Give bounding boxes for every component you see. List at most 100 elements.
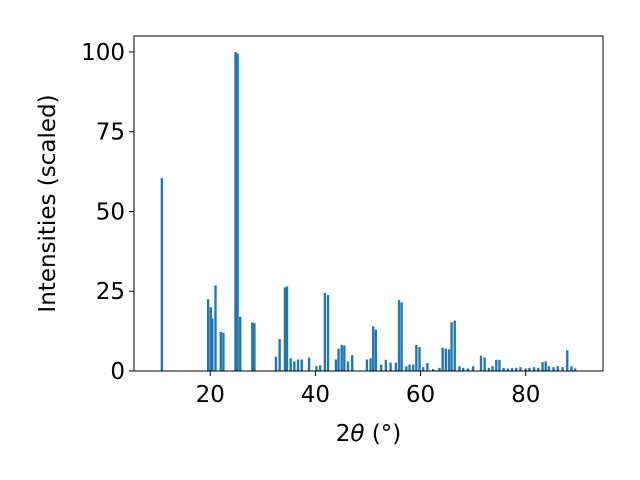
bar-48 — [431, 369, 435, 371]
bar-57 — [466, 368, 470, 371]
bar-40 — [400, 302, 403, 371]
bar-38 — [394, 362, 398, 371]
y-tick-label-75: 75 — [96, 120, 125, 146]
bar-13 — [278, 339, 281, 371]
bar-77 — [552, 367, 555, 371]
bar-3 — [211, 318, 214, 371]
bar-54 — [453, 320, 456, 371]
y-tick-label-0: 0 — [110, 359, 125, 385]
bar-36 — [384, 359, 388, 371]
y-axis-label: Intensities (scaled) — [35, 94, 61, 312]
x-tick-label-80: 80 — [511, 382, 540, 408]
bar-31 — [365, 359, 369, 371]
bar-26 — [337, 348, 340, 371]
bar-61 — [487, 367, 491, 371]
bar-52 — [447, 349, 451, 371]
bar-60 — [483, 357, 486, 371]
bar-25 — [334, 359, 338, 371]
bar-75 — [544, 361, 547, 371]
bar-37 — [389, 362, 392, 371]
x-axis-label-theta: θ — [350, 421, 364, 447]
bar-22 — [318, 365, 322, 371]
bar-74 — [541, 362, 544, 371]
bar-8 — [236, 53, 239, 372]
bar-79 — [561, 367, 564, 371]
bar-14 — [283, 287, 287, 371]
bar-56 — [461, 367, 465, 371]
bar-80 — [566, 350, 569, 371]
bar-29 — [346, 361, 350, 371]
bar-23 — [323, 292, 327, 371]
bar-5 — [219, 331, 222, 371]
y-axis-ticks: 0 25 50 75 100 — [81, 40, 134, 385]
bar-28 — [343, 345, 346, 371]
bar-7 — [234, 51, 237, 371]
bar-72 — [532, 367, 536, 371]
bar-70 — [524, 368, 527, 371]
bar-9 — [239, 316, 242, 371]
bar-27 — [340, 344, 343, 371]
bar-30 — [351, 355, 354, 371]
bar-63 — [495, 359, 498, 371]
bar-18 — [296, 359, 300, 371]
y-tick-label-50: 50 — [96, 199, 125, 225]
bar-46 — [422, 367, 425, 371]
bar-62 — [491, 366, 494, 371]
x-axis-label-unit: (°) — [364, 421, 401, 447]
bar-43 — [412, 364, 415, 371]
bar-50 — [441, 347, 444, 371]
bar-39 — [397, 300, 401, 371]
x-axis-label: 2θ (°) — [336, 421, 401, 447]
bar-78 — [556, 366, 559, 371]
bar-24 — [326, 295, 330, 371]
bar-17 — [293, 361, 296, 371]
bar-0 — [160, 177, 164, 371]
bar-58 — [471, 366, 475, 371]
bar-65 — [502, 367, 505, 371]
bar-71 — [528, 367, 531, 371]
x-tick-label-40: 40 — [301, 382, 330, 408]
x-tick-label-60: 60 — [406, 382, 435, 408]
bar-32 — [369, 358, 372, 371]
bar-1 — [206, 299, 210, 371]
bar-81 — [570, 366, 573, 371]
bar-10 — [251, 322, 254, 371]
bar-16 — [289, 358, 292, 371]
plot-frame — [133, 35, 604, 372]
bar-47 — [426, 363, 429, 371]
bar-19 — [300, 359, 303, 371]
bar-64 — [498, 359, 501, 371]
bar-15 — [285, 286, 289, 371]
bar-41 — [405, 366, 408, 371]
bar-76 — [547, 366, 551, 371]
bar-59 — [479, 355, 483, 371]
bar-44 — [415, 344, 418, 371]
bar-82 — [573, 368, 577, 371]
bar-67 — [510, 368, 514, 371]
bar-66 — [506, 368, 510, 371]
bar-4 — [214, 285, 217, 371]
bar-33 — [372, 326, 375, 371]
y-tick-label-100: 100 — [81, 40, 125, 66]
y-tick-label-25: 25 — [96, 279, 125, 305]
bar-55 — [458, 366, 461, 371]
bar-2 — [209, 307, 212, 371]
bar-49 — [438, 367, 441, 371]
bar-6 — [222, 332, 225, 371]
bar-53 — [450, 322, 453, 371]
bar-12 — [274, 356, 278, 371]
bar-42 — [408, 364, 411, 371]
bar-69 — [519, 367, 522, 371]
bar-34 — [374, 329, 378, 371]
x-axis-label-main: 2 — [336, 421, 351, 447]
bar-11 — [253, 323, 256, 371]
bar-20 — [307, 357, 311, 371]
bar-35 — [379, 364, 383, 371]
x-tick-label-20: 20 — [196, 382, 225, 408]
bar-21 — [315, 366, 318, 371]
x-axis-ticks: 20 40 60 80 — [196, 371, 540, 408]
bar-73 — [537, 367, 540, 371]
bars-group — [160, 51, 577, 372]
bar-51 — [444, 348, 447, 371]
